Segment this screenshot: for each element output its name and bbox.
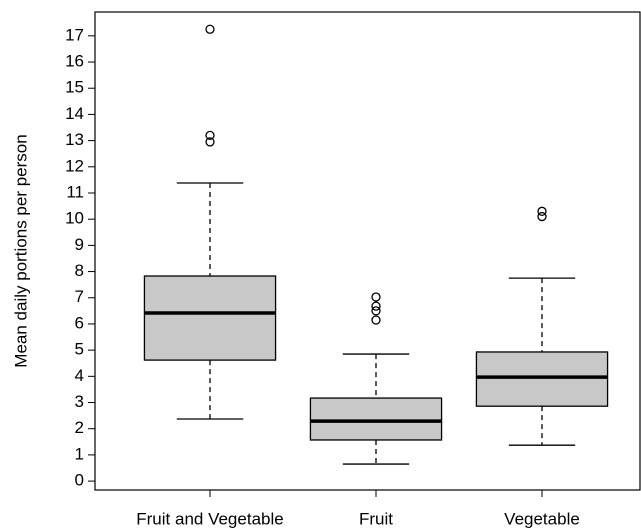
y-tick-label: 6 [75, 313, 84, 332]
x-tick-label: Fruit [359, 509, 393, 528]
y-tick-label: 3 [75, 392, 84, 411]
outlier [205, 24, 215, 34]
y-tick-label: 13 [65, 130, 84, 149]
y-tick-label: 1 [75, 444, 84, 463]
outlier [371, 315, 381, 325]
y-tick-label: 14 [65, 104, 84, 123]
box [309, 397, 443, 441]
y-tick-label: 16 [65, 52, 84, 71]
outlier [537, 211, 547, 222]
y-tick-label: 2 [75, 418, 84, 437]
y-tick-label: 8 [75, 261, 84, 280]
box [143, 275, 277, 361]
y-tick-label: 12 [65, 156, 84, 175]
outlier [371, 292, 381, 302]
outlier [371, 301, 381, 311]
x-tick-label: Vegetable [504, 509, 580, 528]
outlier [205, 130, 215, 141]
box [475, 351, 609, 407]
outlier [371, 306, 381, 316]
y-tick-label: 11 [66, 182, 84, 201]
y-tick-label: 5 [75, 340, 84, 359]
y-tick-label: 0 [75, 471, 84, 490]
y-axis-label: Mean daily portions per person [11, 134, 30, 367]
y-tick-label: 10 [65, 209, 84, 228]
y-tick-label: 15 [65, 78, 84, 97]
x-tick-label: Fruit and Vegetable [136, 509, 283, 528]
plot-frame [94, 11, 641, 491]
y-tick-label: 9 [75, 235, 84, 254]
outlier [205, 137, 215, 147]
y-tick-label: 7 [75, 287, 84, 306]
y-tick-label: 17 [65, 25, 84, 44]
y-tick-label: 4 [75, 366, 84, 385]
outlier [537, 206, 547, 216]
